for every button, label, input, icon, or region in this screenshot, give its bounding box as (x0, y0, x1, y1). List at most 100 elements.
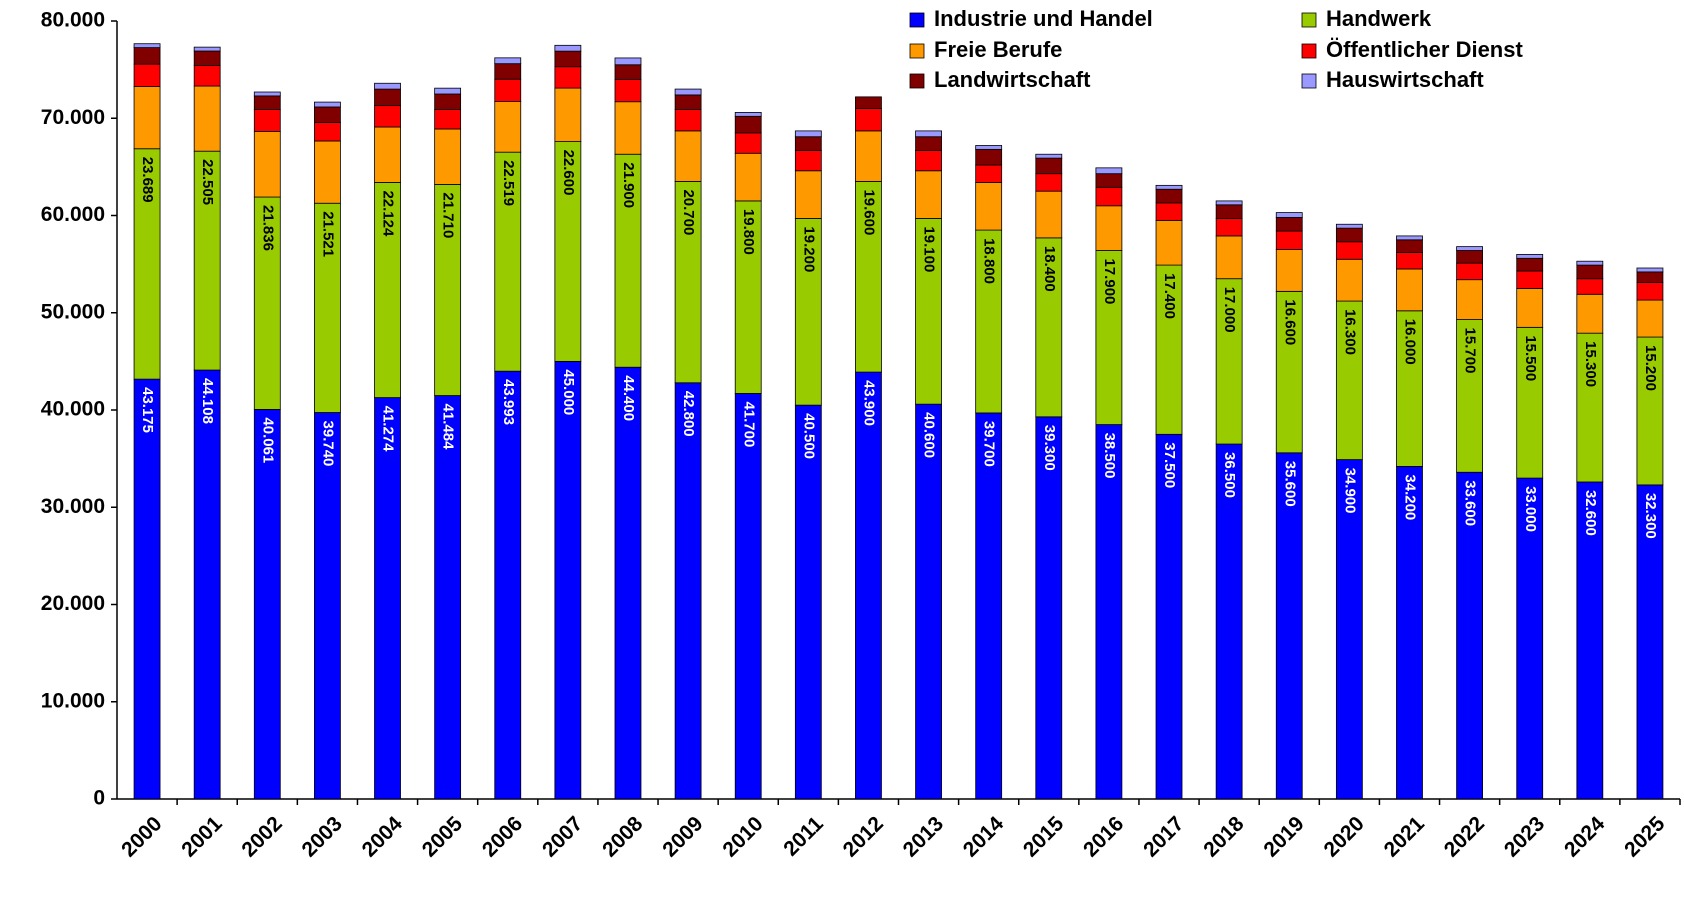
x-tick-label: 2010 (718, 812, 767, 861)
value-label: 43.993 (500, 379, 517, 425)
bar-segment (1275, 452, 1303, 800)
bar-segment (975, 148, 1003, 166)
bar-segment (855, 181, 882, 373)
value-label: 43.175 (139, 387, 156, 433)
legend-swatch (909, 43, 925, 59)
bar-segment (975, 145, 1003, 150)
bar-segment (915, 136, 942, 151)
bar-segment (674, 181, 702, 384)
bar-segment (494, 101, 522, 153)
bar-segment (1275, 249, 1303, 292)
bar-segment (794, 404, 822, 800)
x-tick-label: 2007 (538, 812, 587, 861)
value-label: 40.061 (259, 417, 276, 463)
bar-segment (1335, 241, 1363, 260)
value-label: 33.600 (1462, 480, 1479, 526)
bar-segment (1516, 288, 1544, 328)
x-tick-label: 2014 (959, 812, 1009, 862)
bar-segment (1456, 319, 1483, 473)
bar-segment (915, 149, 942, 172)
bar-segment (614, 366, 642, 800)
legend-label: Industrie und Handel (934, 6, 1153, 31)
bar-segment (614, 57, 642, 66)
bar-segment (253, 409, 281, 800)
bar-segment (794, 149, 822, 172)
bar-segment (1456, 471, 1483, 800)
legend-label: Landwirtschaft (934, 67, 1091, 92)
value-label: 23.689 (139, 157, 156, 203)
value-label: 39.300 (1041, 425, 1058, 471)
bar-segment (1095, 205, 1123, 251)
bar-segment (374, 105, 401, 128)
bar-segment (1576, 264, 1604, 280)
bar-segment (734, 112, 762, 117)
value-label: 40.500 (800, 413, 817, 459)
bar-segment (314, 202, 341, 413)
bar-segment (1035, 157, 1063, 175)
bar-segment (1215, 200, 1243, 206)
bar-segment (434, 128, 462, 185)
bar-segment (554, 66, 582, 89)
value-label: 32.600 (1582, 490, 1599, 536)
value-label: 32.300 (1642, 493, 1659, 539)
value-label: 19.200 (800, 226, 817, 272)
legend-swatch (1301, 12, 1317, 28)
bar-segment (193, 150, 221, 371)
x-tick-label: 2017 (1139, 812, 1188, 861)
bar-segment (1275, 212, 1303, 218)
bar-segment (674, 88, 702, 96)
bar-segment (1095, 186, 1123, 207)
bar-segment (734, 152, 762, 202)
bar-segment (1516, 257, 1544, 272)
bar-segment (1396, 235, 1423, 241)
bar-segment (1155, 202, 1183, 221)
bar-segment (794, 170, 822, 219)
value-label: 44.108 (199, 378, 216, 424)
bar-segment (1335, 258, 1363, 302)
bar-segment (1335, 223, 1363, 229)
bar-segment (734, 200, 762, 394)
y-tick-label: 60.000 (41, 203, 105, 226)
bar-segment (1095, 167, 1123, 175)
value-label: 21.836 (259, 205, 276, 251)
value-label: 16.600 (1281, 299, 1298, 345)
bar-segment (674, 94, 702, 110)
bar-segment (494, 151, 522, 372)
x-tick-label: 2023 (1500, 812, 1549, 861)
y-tick-label: 30.000 (41, 495, 105, 518)
legend-label: Freie Berufe (934, 37, 1062, 62)
bar-segment (1215, 218, 1243, 237)
bar-segment (1396, 268, 1423, 312)
x-tick-label: 2002 (237, 812, 286, 861)
bar-segment (193, 369, 221, 800)
bar-segment (1456, 246, 1483, 251)
bar-segment (975, 229, 1003, 414)
x-tick-label: 2021 (1380, 812, 1430, 862)
value-label: 35.600 (1281, 461, 1298, 507)
legend-swatch (909, 73, 925, 89)
value-label: 19.800 (740, 209, 757, 255)
value-label: 15.500 (1522, 335, 1539, 381)
bar-segment (855, 108, 882, 132)
value-label: 16.300 (1341, 309, 1358, 355)
bar-segment (614, 101, 642, 155)
value-label: 34.200 (1402, 474, 1419, 520)
x-tick-label: 2008 (598, 812, 648, 862)
bar-segment (133, 63, 161, 87)
x-tick-label: 2016 (1079, 812, 1128, 861)
bar-segment (193, 65, 221, 87)
x-tick-label: 2001 (177, 812, 227, 862)
value-label: 37.500 (1161, 442, 1178, 488)
bar-segment (1155, 433, 1183, 800)
bar-segment (1215, 204, 1243, 219)
bar-segment (434, 87, 462, 95)
bar-segment (1636, 484, 1664, 800)
bar-segment (494, 78, 522, 103)
value-label: 17.900 (1101, 259, 1118, 305)
bar-segment (314, 122, 341, 142)
value-label: 39.700 (981, 421, 998, 467)
bar-segment (374, 88, 401, 107)
value-label: 39.740 (319, 421, 336, 467)
bar-segment (494, 370, 522, 800)
